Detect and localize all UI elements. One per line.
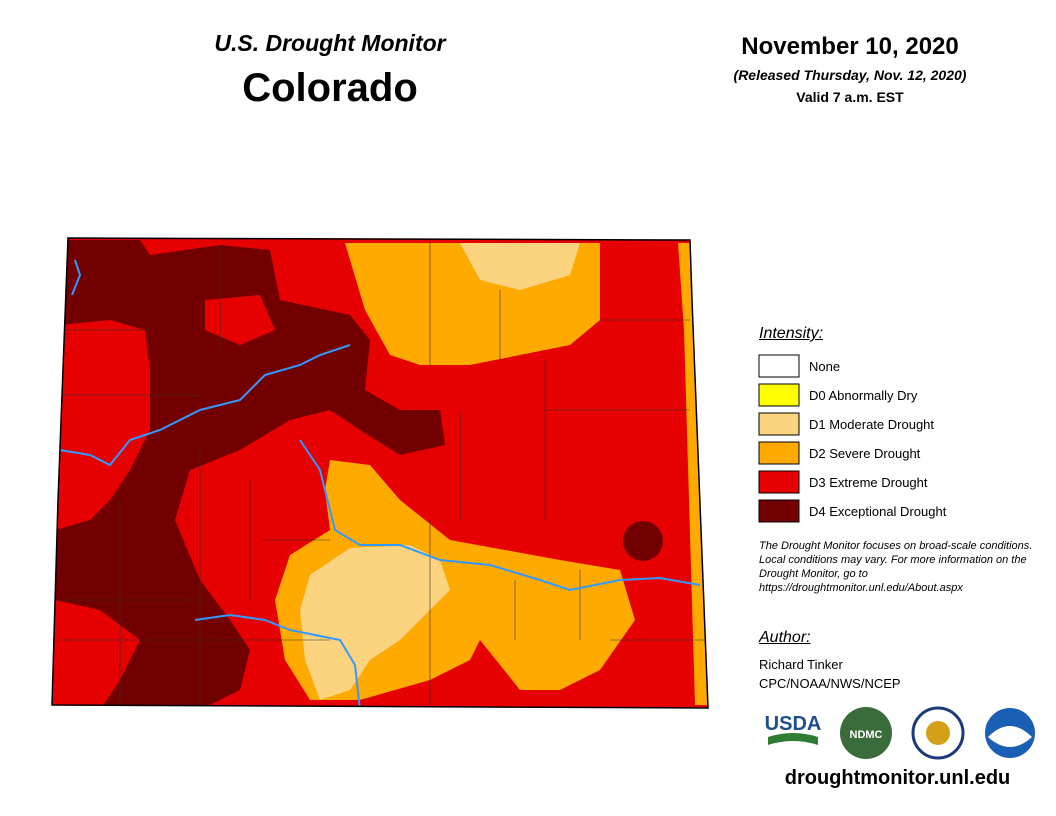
legend-label: D0 Abnormally Dry (809, 388, 918, 403)
valid: Valid 7 a.m. EST (796, 89, 904, 105)
released: (Released Thursday, Nov. 12, 2020) (733, 67, 967, 83)
usda-logo: USDA (765, 713, 822, 735)
legend-swatch (758, 412, 800, 436)
title: Colorado (242, 66, 418, 110)
author-name: Richard Tinker (759, 657, 843, 672)
note: The Drought Monitor focuses on broad-sca… (759, 540, 1033, 594)
d3-area (205, 295, 275, 345)
rivers (59, 259, 701, 708)
author-title: Author: (759, 629, 811, 646)
d1-area (460, 243, 580, 290)
state-outline (51, 237, 709, 709)
d4-area (623, 521, 663, 561)
legend-label: None (809, 359, 840, 374)
legend-label: D2 Severe Drought (809, 446, 921, 461)
legend-swatch (758, 383, 800, 407)
url: droughtmonitor.unl.edu (784, 767, 1011, 789)
ndmc-logo (840, 707, 892, 759)
legend-swatch (758, 470, 800, 494)
legend-title: Intensity: (759, 325, 824, 342)
legend-label: D1 Moderate Drought (809, 417, 934, 432)
legend-swatch (758, 354, 800, 378)
d4-area (55, 240, 445, 708)
legend-swatch (758, 499, 800, 523)
author-org: CPC/NOAA/NWS/NCEP (759, 676, 901, 691)
county-lines (55, 243, 708, 705)
subtitle: U.S. Drought Monitor (214, 30, 446, 56)
legend-label: D3 Extreme Drought (809, 475, 928, 490)
ndmc-text: NDMC (850, 729, 883, 741)
logos: USDA NDMC (765, 706, 1035, 760)
legend-swatch (758, 441, 800, 465)
legend: None D0 Abnormally Dry D1 Moderate Drought… (758, 354, 947, 523)
d3-area (60, 410, 130, 480)
date: November 10, 2020 (741, 33, 959, 60)
usda-swoosh (768, 733, 818, 745)
doc-seal (926, 721, 950, 745)
legend-label: D4 Exceptional Drought (809, 504, 947, 519)
d1-area (300, 545, 450, 700)
noaa-bird (988, 726, 1032, 747)
